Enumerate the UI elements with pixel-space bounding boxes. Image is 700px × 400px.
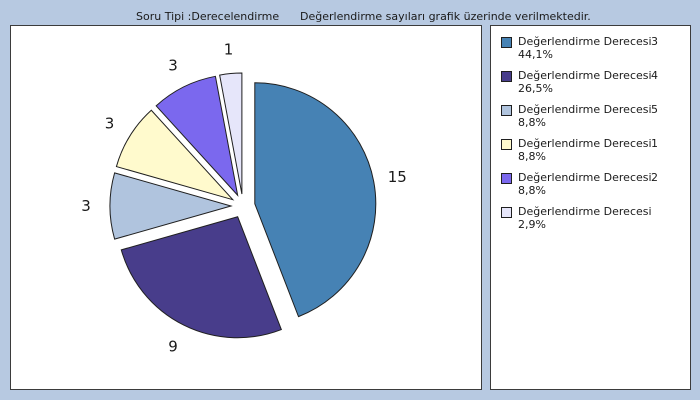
slice-value-label-3: 3 bbox=[81, 197, 91, 215]
legend-code: 3 bbox=[651, 35, 658, 48]
slice-value-label-5: 3 bbox=[168, 56, 178, 74]
slice-value-label-6: 1 bbox=[224, 41, 234, 59]
legend-label: Değerlendirme Derecesi bbox=[518, 103, 652, 116]
slice-value-label-4: 3 bbox=[105, 114, 115, 132]
legend-label: Değerlendirme Derecesi bbox=[518, 137, 652, 150]
legend-percent: 8,8% bbox=[518, 184, 546, 197]
legend-swatch bbox=[501, 37, 512, 48]
pie-slice-6 bbox=[219, 72, 243, 195]
slice-value-label-2: 9 bbox=[168, 338, 178, 356]
pie-slice-4 bbox=[115, 109, 235, 201]
question-type-label: Soru Tipi :Derecelendirme bbox=[136, 10, 280, 23]
legend-item-6: Değerlendirme Derecesi 2,9% bbox=[501, 205, 686, 237]
chart-note: Değerlendirme sayıları grafik üzerinde v… bbox=[300, 10, 591, 23]
pie-slice-2 bbox=[120, 216, 283, 339]
legend-item-4: Değerlendirme Derecesi 1 8,8% bbox=[501, 137, 686, 169]
pie-slice-1 bbox=[254, 82, 377, 318]
legend-swatch bbox=[501, 105, 512, 116]
legend-code: 2 bbox=[651, 171, 658, 184]
legend-item-3: Değerlendirme Derecesi 5 8,8% bbox=[501, 103, 686, 135]
legend-percent: 8,8% bbox=[518, 150, 546, 163]
pie-chart: 15 9 3 3 3 1 bbox=[81, 41, 407, 356]
legend-label: Değerlendirme Derecesi bbox=[518, 69, 652, 82]
plot-area: 15 9 3 3 3 1 bbox=[10, 25, 482, 390]
pie-slice-3 bbox=[109, 172, 233, 240]
legend-item-1: Değerlendirme Derecesi 3 44,1% bbox=[501, 35, 686, 67]
legend-code: 5 bbox=[651, 103, 658, 116]
legend-percent: 8,8% bbox=[518, 116, 546, 129]
legend-label: Değerlendirme Derecesi bbox=[518, 171, 652, 184]
legend-swatch bbox=[501, 139, 512, 150]
legend-swatch bbox=[501, 207, 512, 218]
legend-code: 1 bbox=[651, 137, 658, 150]
legend-code: 4 bbox=[651, 69, 658, 82]
slice-value-label-1: 15 bbox=[388, 168, 407, 186]
legend-percent: 44,1% bbox=[518, 48, 553, 61]
legend-swatch bbox=[501, 173, 512, 184]
legend-item-5: Değerlendirme Derecesi 2 8,8% bbox=[501, 171, 686, 203]
legend-label: Değerlendirme Derecesi bbox=[518, 205, 652, 218]
legend-percent: 2,9% bbox=[518, 218, 546, 231]
legend-item-2: Değerlendirme Derecesi 4 26,5% bbox=[501, 69, 686, 101]
legend-percent: 26,5% bbox=[518, 82, 553, 95]
legend-swatch bbox=[501, 71, 512, 82]
pie-slice-5 bbox=[155, 75, 239, 197]
legend-label: Değerlendirme Derecesi bbox=[518, 35, 652, 48]
legend: Değerlendirme Derecesi 3 44,1% Değerlendirm… bbox=[490, 25, 691, 390]
